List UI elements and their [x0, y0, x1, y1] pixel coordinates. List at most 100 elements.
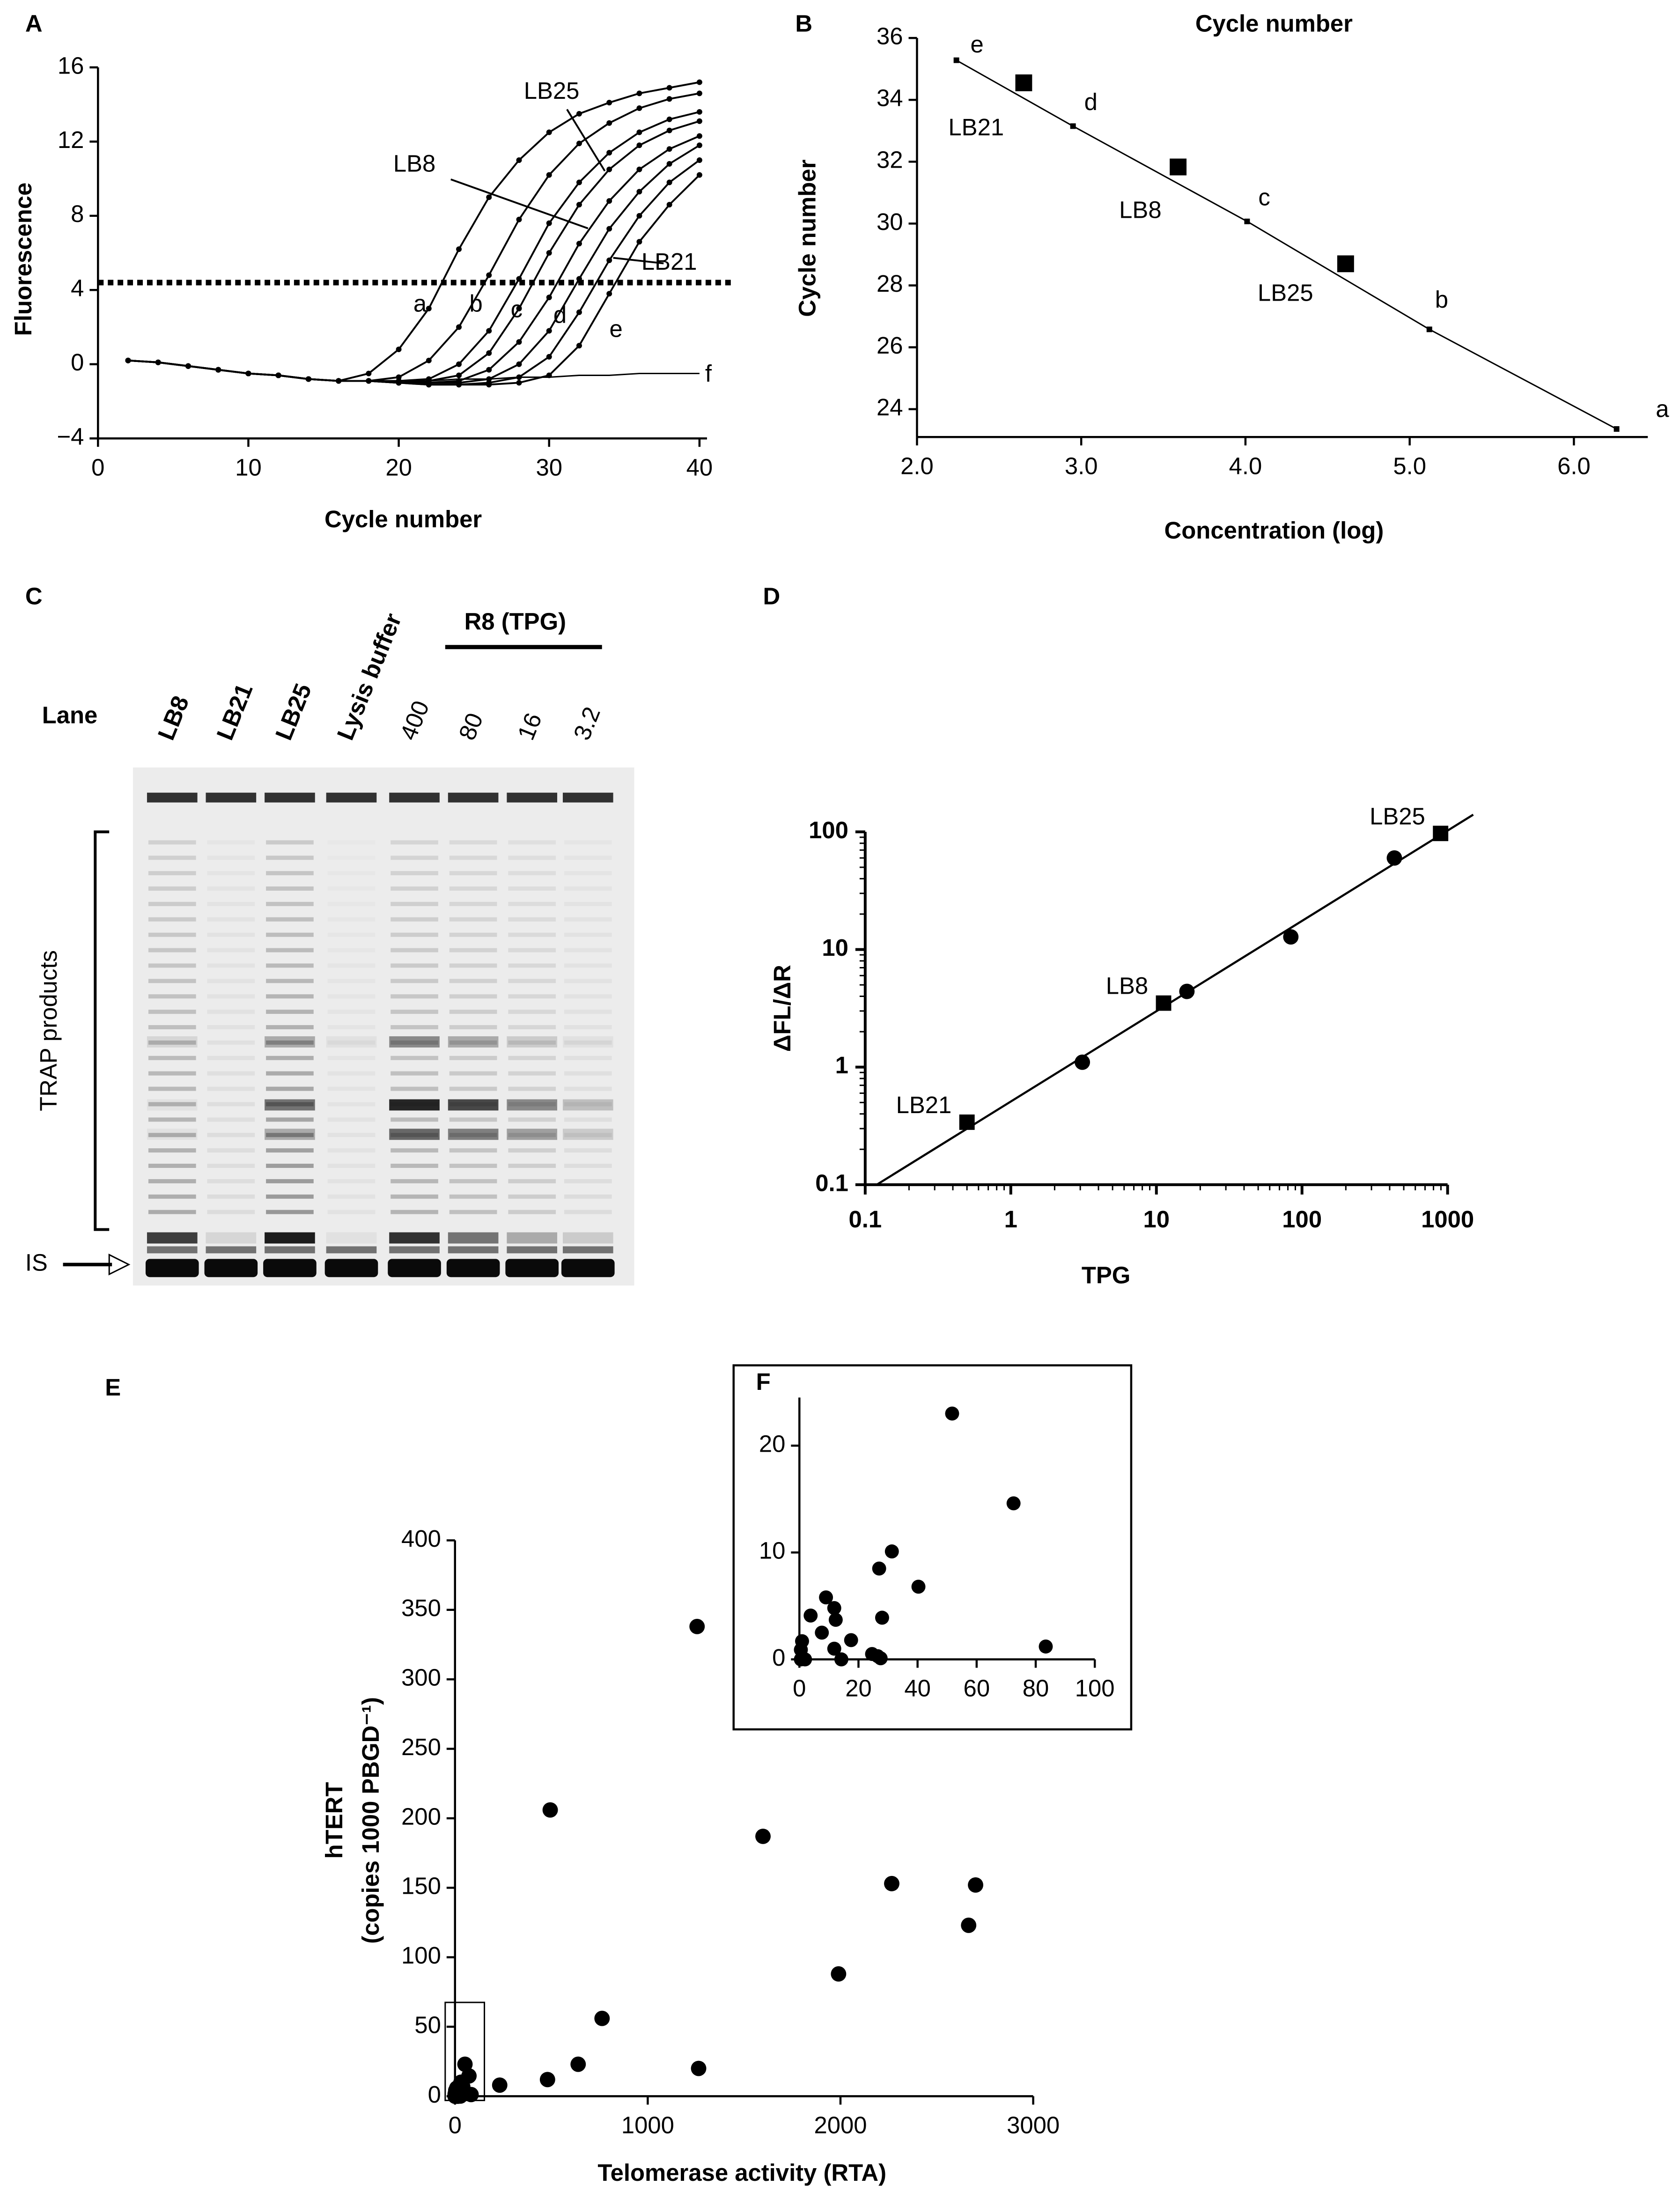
ladder-band [391, 979, 438, 983]
curve-point [666, 179, 672, 185]
x-tick-label: 20 [845, 1675, 872, 1702]
ladder-band [328, 1087, 376, 1091]
point-label: c [1258, 184, 1270, 210]
curve-point [546, 354, 552, 360]
curve-point [546, 172, 552, 178]
ladder-band [266, 840, 314, 845]
ladder-band [328, 994, 376, 998]
curve-point [666, 85, 672, 91]
y-axis-label: ΔFL/ΔR [769, 965, 796, 1052]
y-tick-label: 36 [877, 23, 903, 50]
point [827, 1601, 841, 1615]
curve-point [576, 276, 582, 282]
curve-point [516, 305, 522, 311]
is-band-upper [265, 1246, 315, 1254]
ladder-band [328, 871, 376, 875]
curve-point [456, 324, 462, 330]
y-tick-label: 12 [58, 126, 84, 153]
ladder-band [508, 1025, 556, 1030]
curve-point [636, 213, 642, 219]
ladder-band [327, 1102, 376, 1107]
ladder-band [266, 948, 314, 952]
ladder-band [449, 932, 497, 937]
x-axis-label: TPG [1082, 1262, 1131, 1289]
ladder-band [207, 948, 255, 952]
ladder-band [207, 994, 255, 999]
curve-point [486, 328, 492, 334]
curve-point [606, 198, 612, 204]
y-tick-label: 16 [58, 52, 84, 79]
well-band [562, 792, 613, 803]
curve-point [606, 226, 612, 232]
x-tick-label: 1000 [1421, 1206, 1474, 1233]
ladder-band [207, 1117, 255, 1122]
curve-point [606, 150, 612, 156]
ladder-band [207, 886, 255, 891]
point [961, 1917, 977, 1933]
ladder-band [449, 1194, 497, 1199]
curve-point [696, 118, 702, 124]
ladder-band [328, 963, 376, 967]
product-band [147, 1129, 198, 1140]
point [594, 2010, 610, 2026]
leader-line [450, 178, 589, 229]
ladder-band [564, 948, 612, 952]
ladder-band [564, 994, 612, 999]
product-band [389, 1232, 440, 1244]
is-band-upper [147, 1246, 198, 1254]
ladder-band [449, 1179, 497, 1183]
ladder-band [266, 917, 314, 922]
x-tick-label: 0 [793, 1675, 806, 1702]
curve-point [666, 116, 672, 122]
ladder-band [266, 1179, 314, 1183]
curve-point [696, 109, 702, 115]
ladder-band [148, 1148, 196, 1153]
curve [128, 360, 700, 382]
ladder-band [391, 856, 438, 860]
ladder-band [266, 1010, 314, 1014]
curve-point [456, 372, 462, 378]
curve-point [576, 140, 582, 147]
ladder-band [391, 994, 438, 999]
product-band [265, 1232, 315, 1244]
ladder-band [564, 1086, 612, 1091]
point [1039, 1639, 1053, 1654]
ladder-band [327, 1133, 376, 1137]
ladder-band [207, 1210, 255, 1214]
y-tick-label: 150 [401, 1873, 441, 1899]
well-band [147, 792, 198, 803]
curve-label: d [553, 302, 567, 328]
curve-point [636, 239, 642, 245]
ladder-band [391, 1010, 438, 1014]
curve-point [576, 343, 582, 349]
ladder-band [564, 902, 612, 906]
ladder-band [508, 1071, 556, 1076]
curve-point [636, 90, 642, 96]
ladder-band [207, 1194, 255, 1199]
curve-label: b [469, 290, 482, 317]
point [1386, 850, 1402, 866]
x-tick-label: 3.0 [1065, 452, 1098, 479]
ladder-band [508, 994, 556, 999]
ladder-band [148, 1102, 196, 1107]
ladder-band [207, 1071, 255, 1076]
point [689, 1618, 705, 1634]
ladder-band [148, 1056, 196, 1060]
curve-point [366, 370, 372, 377]
is-band [204, 1259, 258, 1277]
point [570, 2056, 586, 2072]
ladder-band [564, 886, 612, 891]
point [968, 1877, 983, 1893]
curve-point [606, 100, 612, 106]
point [463, 2087, 479, 2103]
ladder-band [449, 901, 497, 906]
y-axis-label: Fluorescence [10, 183, 37, 336]
ladder-band [207, 1040, 255, 1045]
y-tick-label: 28 [877, 270, 903, 297]
ladder-band [266, 1164, 314, 1168]
ladder-band [328, 979, 376, 983]
x-tick-label: 40 [904, 1675, 931, 1702]
ladder-band [391, 1025, 438, 1030]
y-tick-label: 30 [877, 208, 903, 235]
point [1283, 929, 1299, 945]
